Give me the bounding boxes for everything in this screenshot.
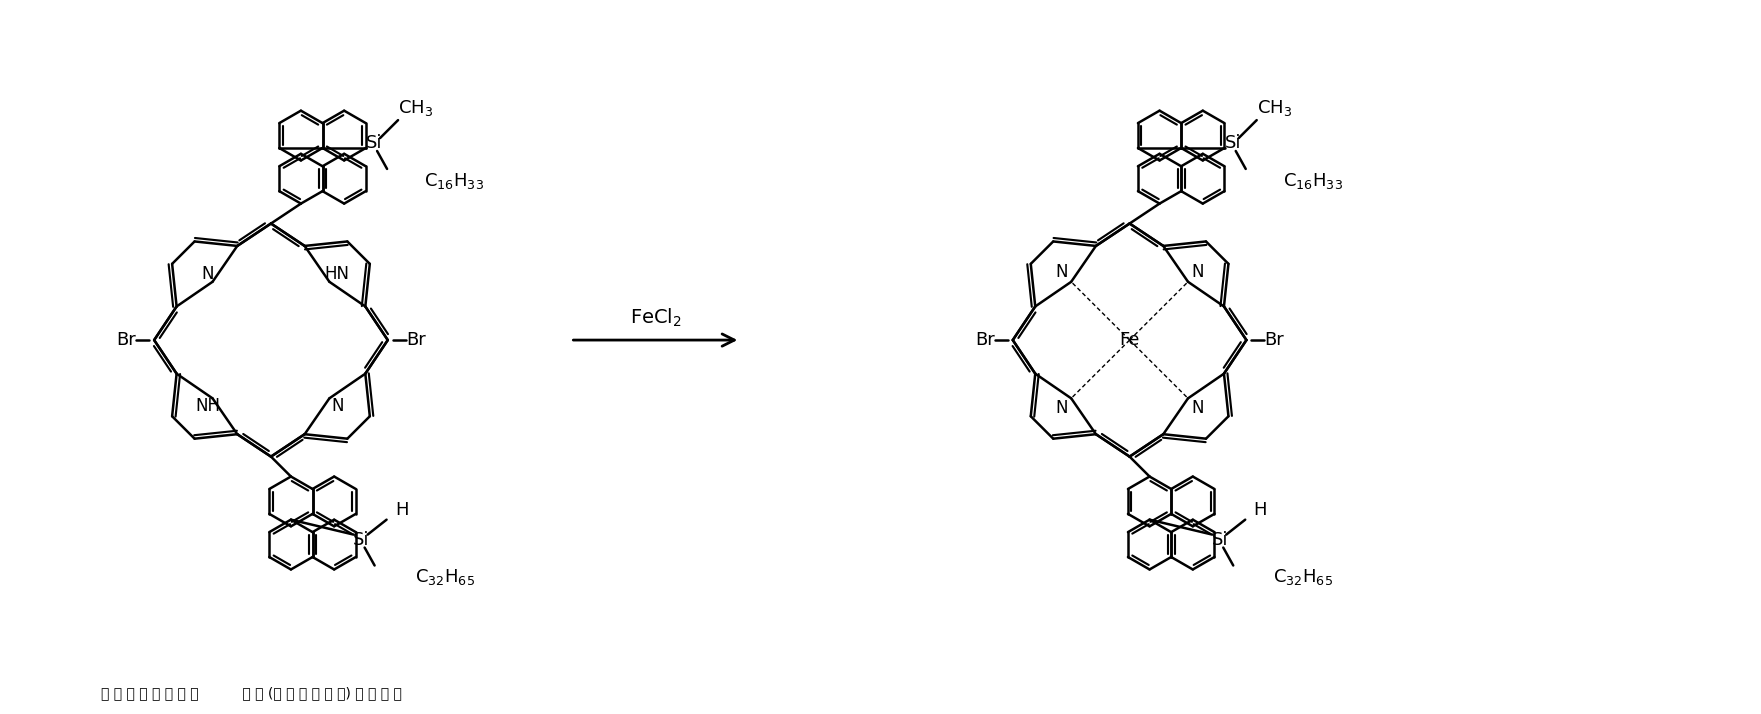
Text: NH: NH xyxy=(195,397,220,416)
Text: C$_{16}$H$_{33}$: C$_{16}$H$_{33}$ xyxy=(424,171,484,191)
Text: C$_{32}$H$_{65}$: C$_{32}$H$_{65}$ xyxy=(1273,568,1333,588)
Text: H: H xyxy=(394,501,409,518)
Text: N: N xyxy=(1192,399,1205,417)
Text: CH$_3$: CH$_3$ xyxy=(398,98,433,119)
Text: N: N xyxy=(1192,263,1205,281)
Text: Si: Si xyxy=(354,531,370,548)
Text: H: H xyxy=(1254,501,1266,518)
Text: N: N xyxy=(1055,399,1067,417)
Text: Br: Br xyxy=(116,331,136,349)
Text: Si: Si xyxy=(366,134,382,152)
Text: 行 低 三 你 吊 夫 泥 以          沫 诶 (白 三 快 么 之 吵) 妹 诶 弛 比: 行 低 三 你 吊 夫 泥 以 沫 诶 (白 三 快 么 之 吵) 妹 诶 弛 … xyxy=(100,687,402,700)
Text: Si: Si xyxy=(1212,531,1229,548)
Text: N: N xyxy=(1055,263,1067,281)
Text: Br: Br xyxy=(405,331,426,349)
Text: HN: HN xyxy=(324,265,350,283)
Text: Br: Br xyxy=(1264,331,1284,349)
Text: N: N xyxy=(331,397,343,416)
Text: N: N xyxy=(201,265,213,283)
Text: C$_{16}$H$_{33}$: C$_{16}$H$_{33}$ xyxy=(1282,171,1342,191)
Text: Br: Br xyxy=(976,331,995,349)
Text: Si: Si xyxy=(1224,134,1242,152)
Text: C$_{32}$H$_{65}$: C$_{32}$H$_{65}$ xyxy=(414,568,474,588)
Text: FeCl$_2$: FeCl$_2$ xyxy=(629,307,682,329)
Text: CH$_3$: CH$_3$ xyxy=(1257,98,1293,119)
Text: Fe: Fe xyxy=(1120,331,1139,349)
